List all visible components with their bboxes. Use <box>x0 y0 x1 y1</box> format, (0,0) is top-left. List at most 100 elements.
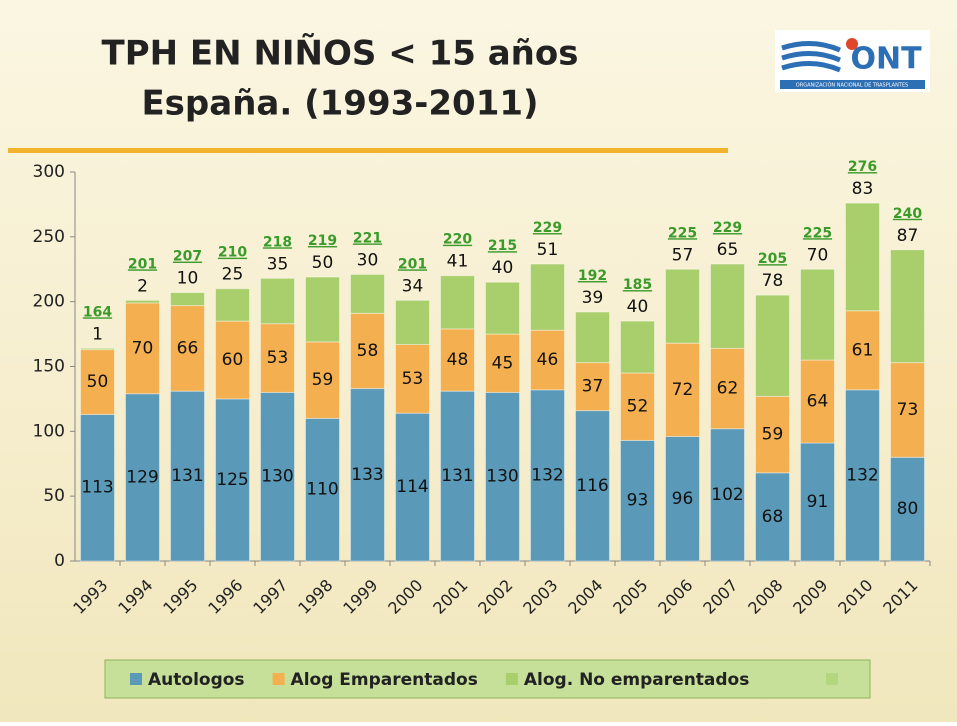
divider <box>8 148 728 153</box>
bar-segment <box>125 299 160 304</box>
bar-segment <box>800 442 835 562</box>
data-label: 52 <box>627 397 649 417</box>
data-label: 61 <box>852 340 874 360</box>
logo-text: ONT <box>850 42 922 77</box>
logo-waves <box>781 41 841 73</box>
bar-segment <box>305 341 340 419</box>
bar-segment <box>845 389 880 562</box>
bar-segment <box>350 388 385 562</box>
bar-segment <box>80 349 115 415</box>
title-line: España. (1993-2011) <box>141 84 538 124</box>
total-label: 201 <box>398 256 427 272</box>
data-label: 25 <box>222 265 244 285</box>
total-label: 220 <box>443 232 472 248</box>
total-label: 215 <box>488 238 517 254</box>
data-label: 1 <box>92 324 103 344</box>
bar-segment <box>170 292 205 307</box>
bar-segment <box>755 395 790 474</box>
legend-label: Alog. No emparentados <box>524 670 750 690</box>
data-label: 130 <box>261 467 293 487</box>
data-label: 66 <box>177 338 199 358</box>
bar-segment <box>440 275 475 330</box>
data-label: 60 <box>222 350 244 370</box>
data-label: 2 <box>137 276 148 296</box>
data-label: 41 <box>447 252 469 272</box>
title-line: TPH EN NIÑOS < 15 años <box>102 33 579 74</box>
y-tick-label: 300 <box>33 162 65 182</box>
data-label: 131 <box>171 466 203 486</box>
data-label: 46 <box>537 350 559 370</box>
total-label: 229 <box>713 220 742 236</box>
bar-segment <box>305 276 340 343</box>
data-label: 87 <box>897 226 919 246</box>
total-label: 276 <box>848 159 877 175</box>
bar-segment <box>260 277 295 325</box>
y-tick-label: 150 <box>33 357 65 377</box>
bar-segment <box>620 320 655 374</box>
data-label: 45 <box>492 353 514 373</box>
bar-segment <box>215 288 250 322</box>
bar-segment <box>845 202 880 312</box>
total-label: 221 <box>353 230 382 246</box>
logo: ONT ORGANIZACIÓN NACIONAL DE TRASPLANTES <box>775 30 930 92</box>
total-label: 205 <box>758 251 787 267</box>
bar-segment <box>485 281 520 335</box>
data-label: 30 <box>357 250 379 270</box>
legend-label: Autologos <box>148 670 245 690</box>
data-label: 57 <box>672 245 694 265</box>
bar-segment <box>665 342 700 438</box>
data-label: 65 <box>717 240 739 260</box>
bar-segment <box>890 249 925 364</box>
bar-segment <box>530 263 565 331</box>
legend-swatch <box>505 673 518 685</box>
y-tick-label: 0 <box>54 551 65 571</box>
bar-segment <box>215 398 250 562</box>
logo-subtitle: ORGANIZACIÓN NACIONAL DE TRASPLANTES <box>796 82 908 89</box>
bar-segment <box>80 347 115 351</box>
data-label: 96 <box>672 489 694 509</box>
legend-swatch <box>272 673 285 685</box>
data-label: 116 <box>576 476 608 496</box>
data-label: 68 <box>762 507 784 527</box>
total-label: 219 <box>308 233 337 249</box>
bar-segment <box>575 410 610 562</box>
bar-segment <box>710 428 745 562</box>
total-label: 185 <box>623 277 652 293</box>
total-label: 240 <box>893 206 922 222</box>
data-label: 132 <box>531 465 563 485</box>
data-label: 72 <box>672 380 694 400</box>
bar-segment <box>215 320 250 400</box>
bar-segment <box>665 436 700 562</box>
bar-segment <box>395 343 430 414</box>
bar-segment <box>620 372 655 441</box>
data-label: 58 <box>357 341 379 361</box>
bar-segment <box>800 359 835 444</box>
bar-segment <box>440 390 475 562</box>
bar-segment <box>710 347 745 430</box>
y-tick-label: 250 <box>33 227 65 247</box>
data-label: 130 <box>486 467 518 487</box>
legend-swatch <box>130 673 142 685</box>
data-label: 133 <box>351 465 383 485</box>
total-label: 210 <box>218 245 247 261</box>
bar-segment <box>530 329 565 391</box>
bar-segment <box>125 302 160 395</box>
total-label: 225 <box>668 225 697 241</box>
data-label: 83 <box>852 179 874 199</box>
data-label: 131 <box>441 466 473 486</box>
bar-segment <box>260 323 295 393</box>
bar-segment <box>575 362 610 412</box>
data-label: 70 <box>807 245 829 265</box>
data-label: 129 <box>126 467 158 487</box>
bar-segment <box>755 472 790 562</box>
data-label: 102 <box>711 485 743 505</box>
data-label: 132 <box>846 465 878 485</box>
bar-segment <box>395 299 430 345</box>
data-label: 40 <box>627 297 649 317</box>
y-tick-label: 200 <box>33 292 65 312</box>
data-label: 53 <box>267 348 289 368</box>
data-label: 113 <box>81 478 113 498</box>
bar-segment <box>350 312 385 390</box>
bar-segment <box>170 390 205 562</box>
bar-segment <box>890 362 925 458</box>
